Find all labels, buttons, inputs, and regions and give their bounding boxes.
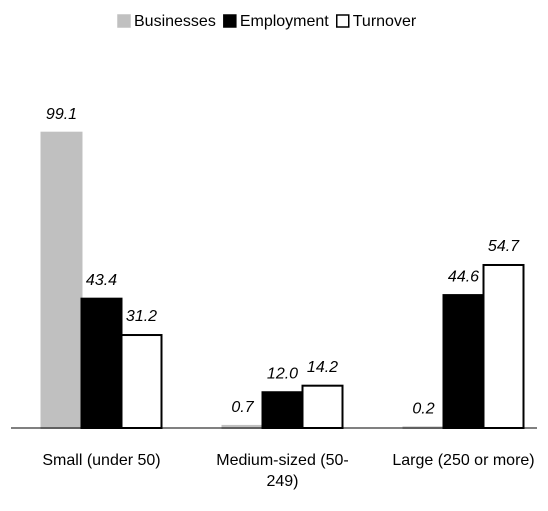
- bar: [301, 384, 344, 429]
- value-label: 99.1: [46, 106, 77, 123]
- bar: [442, 294, 485, 430]
- legend-label: Employment: [240, 13, 329, 30]
- legend-swatch: [223, 14, 237, 28]
- value-label: 14.2: [307, 359, 338, 376]
- value-label: 31.2: [126, 308, 157, 325]
- value-label: 0.7: [231, 399, 254, 416]
- value-label: 54.7: [488, 238, 520, 255]
- x-tick-label: Large (250 or more): [392, 452, 535, 469]
- value-label: 12.0: [267, 365, 298, 382]
- legend-swatch: [117, 14, 131, 28]
- legend-label: Businesses: [134, 13, 216, 30]
- legend-swatch: [336, 14, 350, 28]
- value-label: 44.6: [448, 268, 479, 285]
- bar: [120, 334, 163, 429]
- legend-label: Turnover: [353, 13, 417, 30]
- bar: [482, 263, 525, 429]
- bar: [40, 131, 83, 429]
- value-label: 0.2: [412, 401, 434, 418]
- bar: [80, 297, 123, 429]
- bar: [261, 391, 304, 429]
- x-tick-label: Small (under 50): [42, 452, 161, 469]
- value-label: 43.4: [86, 272, 117, 289]
- x-tick-label: Medium-sized (50-249): [216, 452, 349, 490]
